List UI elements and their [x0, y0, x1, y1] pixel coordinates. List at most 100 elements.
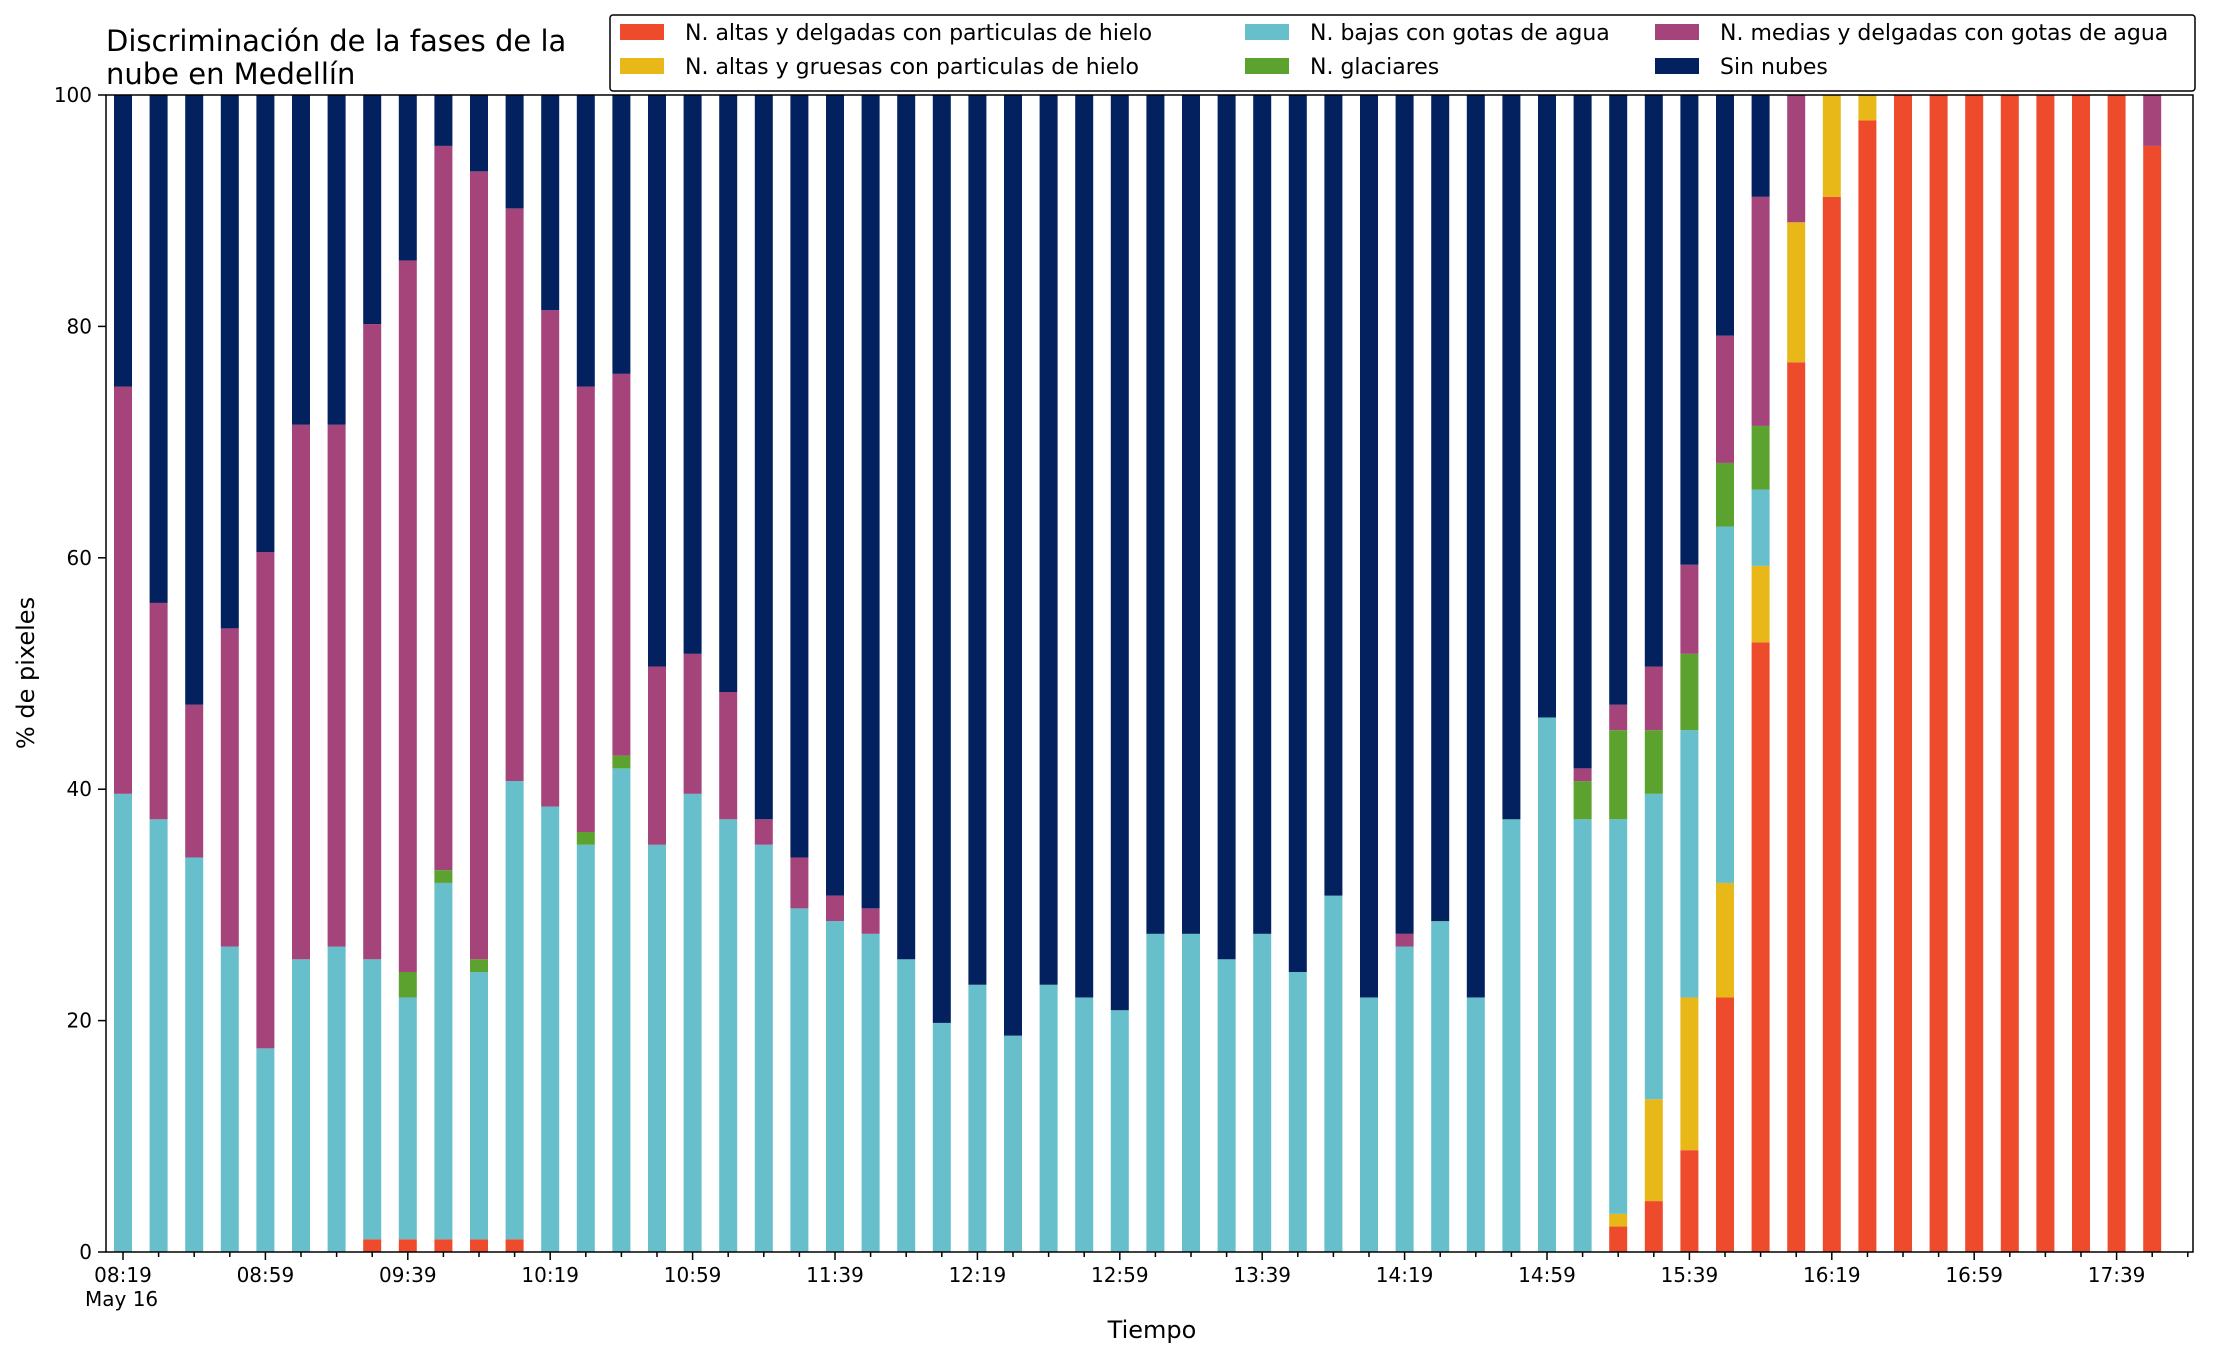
bar-segment-1709-s0	[2000, 95, 2019, 1252]
bar-segment-1239-s2	[1039, 984, 1058, 1252]
bar-segment-1329-s5	[1217, 95, 1236, 960]
bar-segment-1509-s4	[1573, 768, 1592, 782]
x-tick-label: 12:19	[949, 1263, 1007, 1287]
bar-segment-1339-s2	[1253, 933, 1272, 1252]
bar-segment-1519-s5	[1609, 95, 1628, 705]
bar-segment-1229-s2	[1004, 1035, 1022, 1252]
bar-segment-0849-s4	[220, 628, 239, 947]
bar-segment-0959-s3	[470, 959, 488, 973]
bar-segment-1009-s0	[505, 1239, 524, 1252]
bar-segment-1059-s4	[683, 653, 702, 794]
bar-segment-1139-s5	[826, 95, 844, 896]
bar-segment-1529-s4	[1644, 666, 1663, 731]
plot-frame	[105, 94, 2194, 1253]
bar-segment-1009-s2	[505, 781, 524, 1240]
chart-title-line-1: Discriminación de la fases de la	[106, 24, 566, 58]
y-axis: 0 20 40 60 80 100	[54, 83, 106, 1264]
bar-segment-1549-s0	[1716, 997, 1734, 1252]
bar-segment-1249-s2	[1075, 997, 1094, 1252]
bar-segment-1039-s3	[612, 755, 631, 769]
bar-segment-1029-s3	[576, 832, 595, 845]
bar-segment-1549-s4	[1716, 335, 1734, 463]
legend-label: N. glaciares	[1310, 55, 1439, 80]
bar-segment-1109-s4	[719, 692, 738, 820]
bar-segment-1539-s3	[1680, 653, 1699, 731]
bar-segment-1739-s0	[2107, 95, 2126, 1252]
bar-segment-1109-s5	[719, 95, 738, 693]
bar-segment-1429-s5	[1431, 95, 1450, 922]
y-tick-label: 60	[67, 546, 92, 570]
bar-segment-1549-s2	[1716, 526, 1734, 883]
bar-segment-1049-s4	[648, 666, 666, 845]
bar-segment-1419-s2	[1395, 946, 1414, 1252]
legend-swatch	[1245, 58, 1289, 74]
bar-segment-1629-s1	[1858, 95, 1877, 121]
bar-segment-1429-s2	[1431, 921, 1450, 1252]
bar-segment-1139-s2	[826, 921, 844, 1252]
bar-segment-0859-s2	[256, 1048, 275, 1252]
bar-segment-0949-s3	[434, 870, 453, 883]
bar-segment-1039-s4	[612, 373, 631, 756]
bar-segment-1609-s0	[1787, 362, 1806, 1252]
bar-segment-1509-s5	[1573, 95, 1592, 769]
x-tick-label: 10:59	[664, 1263, 722, 1287]
bar-segment-0829-s4	[149, 602, 168, 820]
bar-segment-1529-s0	[1644, 1201, 1663, 1252]
bar-segment-1249-s5	[1075, 95, 1094, 998]
bar-segment-0939-s4	[398, 260, 417, 973]
x-axis-date-label: May 16	[85, 1287, 158, 1311]
bar-segment-1219-s5	[968, 95, 987, 985]
bar-segment-1209-s2	[932, 1022, 951, 1252]
y-tick-label: 100	[54, 83, 92, 107]
bar-segment-0929-s5	[363, 95, 382, 325]
bar-segment-1629-s0	[1858, 120, 1877, 1253]
bar-segment-1259-s2	[1110, 1010, 1129, 1252]
x-tick-label: 14:19	[1376, 1263, 1434, 1287]
bar-segment-0929-s0	[363, 1239, 382, 1252]
bar-segment-1359-s2	[1324, 895, 1343, 1252]
bar-segment-1539-s0	[1680, 1150, 1699, 1252]
bar-segment-0819-s4	[114, 386, 132, 794]
bar-segment-1509-s2	[1573, 819, 1592, 1252]
legend: N. altas y delgadas con particulas de hi…	[609, 14, 2196, 92]
bar-segment-1019-s5	[541, 95, 560, 311]
bar-segment-1039-s2	[612, 768, 631, 1252]
x-tick-label: 12:59	[1091, 1263, 1149, 1287]
bar-segment-1309-s5	[1146, 95, 1165, 934]
bar-segment-0939-s0	[398, 1239, 417, 1252]
bar-segment-0919-s4	[327, 424, 346, 947]
x-tick-label: 08:19	[94, 1263, 152, 1287]
bar-segment-1549-s5	[1716, 95, 1734, 336]
bar-segment-1529-s3	[1644, 730, 1663, 794]
bar-segment-1149-s5	[861, 95, 880, 909]
bar-segment-1349-s2	[1288, 972, 1307, 1252]
legend-swatch	[1655, 24, 1699, 40]
y-axis-label: % de pixeles	[12, 597, 40, 749]
legend-swatch	[620, 24, 664, 40]
bar-segment-0849-s2	[220, 946, 239, 1252]
bar-segment-1539-s1	[1680, 997, 1699, 1151]
bar-segment-1619-s1	[1822, 95, 1841, 197]
bar-segment-0929-s2	[363, 959, 382, 1240]
bar-segment-1609-s4	[1787, 95, 1806, 223]
chart-title-line-2: nube en Medellín	[106, 57, 355, 91]
bar-segment-1459-s2	[1538, 717, 1556, 1252]
bar-segment-1259-s5	[1110, 95, 1129, 1011]
legend-label: Sin nubes	[1720, 55, 1828, 80]
bar-segment-0959-s4	[470, 171, 488, 960]
bar-segment-1529-s2	[1644, 793, 1663, 1100]
bar-segment-1349-s5	[1288, 95, 1307, 973]
bar-segment-1719-s0	[2036, 95, 2055, 1252]
bar-segment-1519-s3	[1609, 730, 1628, 820]
legend-box	[609, 14, 2196, 92]
bar-segment-1449-s2	[1502, 819, 1521, 1252]
bar-segment-1459-s5	[1538, 95, 1556, 718]
bar-segment-1149-s4	[861, 908, 880, 934]
bar-segment-0839-s5	[185, 95, 204, 705]
bar-segment-1009-s5	[505, 95, 524, 209]
x-tick-label: 16:19	[1803, 1263, 1861, 1287]
bar-segment-0909-s4	[292, 424, 310, 960]
bar-segment-1019-s2	[541, 806, 560, 1252]
